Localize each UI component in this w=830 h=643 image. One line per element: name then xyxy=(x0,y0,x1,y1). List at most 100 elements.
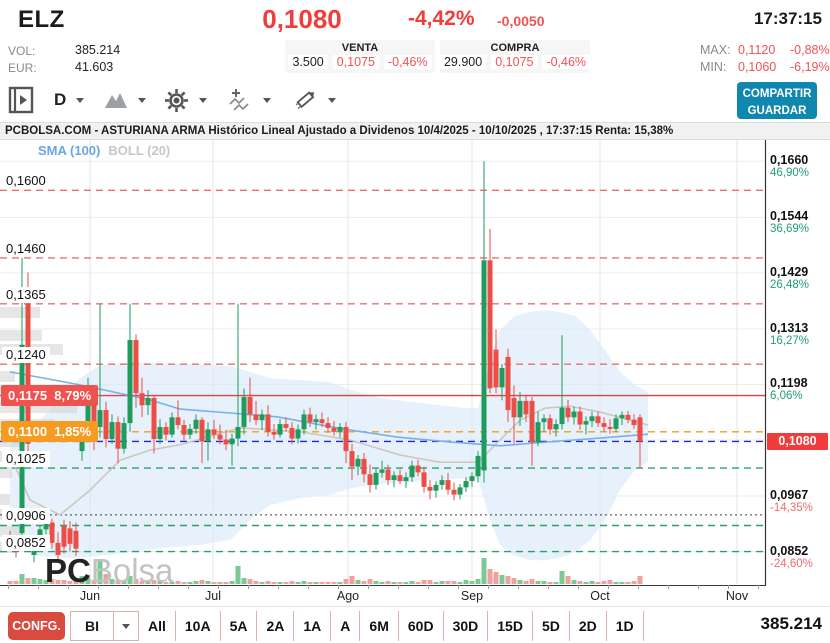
range-button-2A[interactable]: 2A xyxy=(257,611,295,641)
volume-bar xyxy=(127,576,133,584)
candle-body xyxy=(103,410,109,440)
axis-percent: 26,48% xyxy=(770,278,810,291)
week-tick xyxy=(68,585,69,589)
candle-body xyxy=(559,407,565,425)
range-button-60D[interactable]: 60D xyxy=(399,611,444,641)
week-tick xyxy=(548,585,549,589)
range-button-1D[interactable]: 1D xyxy=(607,611,644,641)
range-button-10A[interactable]: 10A xyxy=(176,611,221,641)
level-label: 0,0906 xyxy=(2,508,50,525)
chart-toolbar: D xyxy=(0,78,830,122)
candle-body xyxy=(337,426,343,432)
chart-svg[interactable] xyxy=(0,140,830,585)
candle-body xyxy=(145,397,151,406)
candle-body xyxy=(91,390,97,442)
candle-body xyxy=(229,438,235,445)
candle-body xyxy=(187,428,193,435)
week-tick xyxy=(758,585,759,589)
candle-body xyxy=(43,522,49,530)
candle-body xyxy=(289,427,295,439)
volume-bar xyxy=(175,581,181,584)
volume-bar xyxy=(85,578,91,584)
legend-boll[interactable]: BOLL (20) xyxy=(108,143,171,158)
chevron-down-icon xyxy=(138,97,146,103)
timeframe-dropdown[interactable]: D xyxy=(54,86,85,114)
volume-bar xyxy=(487,569,493,584)
max-label: MAX: xyxy=(700,43,731,57)
volume-bar xyxy=(451,581,457,584)
range-button-All[interactable]: All xyxy=(138,611,176,641)
volume-bar xyxy=(541,581,547,584)
range-button-2D[interactable]: 2D xyxy=(570,611,607,641)
min-price: 0,1060 xyxy=(738,60,777,74)
candle-body xyxy=(199,419,205,442)
draw-tools-dropdown[interactable] xyxy=(292,86,336,114)
range-button-30D[interactable]: 30D xyxy=(444,611,489,641)
candle-body xyxy=(421,472,427,487)
indicators-dropdown[interactable] xyxy=(228,86,271,114)
range-button-A[interactable]: A xyxy=(331,611,361,641)
candle-body xyxy=(247,397,253,415)
volume-bar xyxy=(247,579,253,584)
week-tick xyxy=(368,585,369,589)
share-save-button[interactable]: COMPARTIR GUARDAR xyxy=(737,82,817,119)
candle-body xyxy=(499,368,505,388)
candle-body xyxy=(493,349,499,388)
time-axis[interactable]: Jun Jul Ago Sep Oct Nov xyxy=(0,585,830,606)
week-tick xyxy=(338,585,339,589)
volume-bar xyxy=(109,579,115,584)
range-toolbar: CONFG. BI All 10A 5A 2A 1A A 6M 60D 30D 15D 5D 2D 1D… xyxy=(0,606,830,643)
chart-type-dropdown[interactable] xyxy=(104,86,146,114)
volume-bar xyxy=(559,571,565,584)
range-button-15D[interactable]: 15D xyxy=(488,611,533,641)
interval-caret-cell[interactable] xyxy=(113,612,138,640)
volume-bar xyxy=(355,580,361,584)
volume-bar xyxy=(601,581,607,584)
volume-bar xyxy=(463,580,469,584)
range-button-5A[interactable]: 5A xyxy=(221,611,258,641)
candle-body xyxy=(319,419,325,424)
volume-bar xyxy=(217,582,223,584)
range-button-6M[interactable]: 6M xyxy=(360,611,399,641)
volume-bar xyxy=(529,579,535,584)
legend-sma[interactable]: SMA (100) xyxy=(38,143,101,158)
config-button[interactable]: CONFG. xyxy=(8,612,65,640)
candle-body xyxy=(109,422,115,440)
volume-bar xyxy=(427,580,433,584)
compra-title: COMPRA xyxy=(490,42,540,54)
price-axis-label: 0,1544 36,69% xyxy=(770,210,828,236)
volume-bar xyxy=(481,558,487,584)
volume-profile-bar xyxy=(0,307,40,318)
week-tick xyxy=(668,585,669,589)
chart-area[interactable]: SMA (100) BOLL (20) 0,1600 0,1460 0,1365 0,1… xyxy=(0,140,830,589)
settings-dropdown[interactable] xyxy=(164,86,207,114)
level-label: 0,1240 xyxy=(2,347,50,364)
volume-bar xyxy=(313,582,319,584)
volume-bar xyxy=(607,580,613,584)
volume-bar xyxy=(325,582,331,584)
pencil-icon xyxy=(295,91,315,110)
axis-price: 0,1544 xyxy=(770,209,809,224)
range-button-1A[interactable]: 1A xyxy=(294,611,332,641)
interval-select[interactable]: BI xyxy=(70,611,139,641)
panel-toggle-button[interactable] xyxy=(8,86,34,114)
range-button-5D[interactable]: 5D xyxy=(533,611,570,641)
volume-bar xyxy=(199,580,205,584)
week-tick xyxy=(278,585,279,589)
volume-bar xyxy=(373,581,379,584)
volume-bar xyxy=(7,581,13,584)
compra-price: 0,1075 xyxy=(491,55,538,69)
volume-bar xyxy=(13,581,19,584)
week-tick xyxy=(608,585,609,589)
candle-body xyxy=(571,411,577,418)
level-label: 0,1365 xyxy=(2,286,50,303)
venta-title: VENTA xyxy=(341,42,379,54)
chart-title-bar: PCBOLSA.COM - ASTURIANA ARMA Histórico L… xyxy=(0,122,830,140)
indicator-legend: SMA (100) BOLL (20) xyxy=(38,143,170,158)
candle-body xyxy=(475,455,481,477)
week-tick xyxy=(398,585,399,589)
candle-body xyxy=(553,424,559,430)
compra-box: COMPRA 29.900 0,1075 -0,46% xyxy=(439,40,591,73)
axis-price: 0,1313 xyxy=(770,320,809,335)
